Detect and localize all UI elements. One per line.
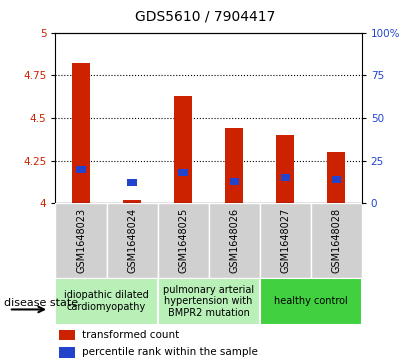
Text: GSM1648026: GSM1648026 <box>229 208 239 273</box>
Text: percentile rank within the sample: percentile rank within the sample <box>81 347 257 358</box>
Bar <box>260 278 362 325</box>
Bar <box>55 203 106 278</box>
Bar <box>123 200 141 203</box>
Bar <box>332 176 341 183</box>
Bar <box>55 278 157 325</box>
Text: transformed count: transformed count <box>81 330 179 340</box>
Text: GSM1648027: GSM1648027 <box>280 208 290 273</box>
Text: idiopathic dilated
cardiomyopathy: idiopathic dilated cardiomyopathy <box>64 290 149 312</box>
Bar <box>178 169 188 176</box>
Text: GDS5610 / 7904417: GDS5610 / 7904417 <box>135 9 276 23</box>
Text: GSM1648023: GSM1648023 <box>76 208 86 273</box>
Bar <box>76 166 85 172</box>
Bar <box>276 135 294 203</box>
Bar <box>260 203 311 278</box>
Bar <box>106 203 157 278</box>
Bar <box>157 278 260 325</box>
Bar <box>157 203 208 278</box>
Bar <box>58 330 75 340</box>
Bar <box>127 179 136 186</box>
Text: pulmonary arterial
hypertension with
BMPR2 mutation: pulmonary arterial hypertension with BMP… <box>163 285 254 318</box>
Bar <box>311 203 362 278</box>
Text: disease state: disease state <box>4 298 78 308</box>
Bar <box>209 203 260 278</box>
Bar <box>225 128 243 203</box>
Bar <box>229 178 239 184</box>
Bar <box>72 64 90 203</box>
Bar <box>58 347 75 358</box>
Bar <box>327 152 345 203</box>
Text: GSM1648028: GSM1648028 <box>331 208 341 273</box>
Bar <box>174 96 192 203</box>
Text: GSM1648025: GSM1648025 <box>178 208 188 273</box>
Bar <box>281 174 290 181</box>
Text: GSM1648024: GSM1648024 <box>127 208 137 273</box>
Text: healthy control: healthy control <box>274 296 348 306</box>
